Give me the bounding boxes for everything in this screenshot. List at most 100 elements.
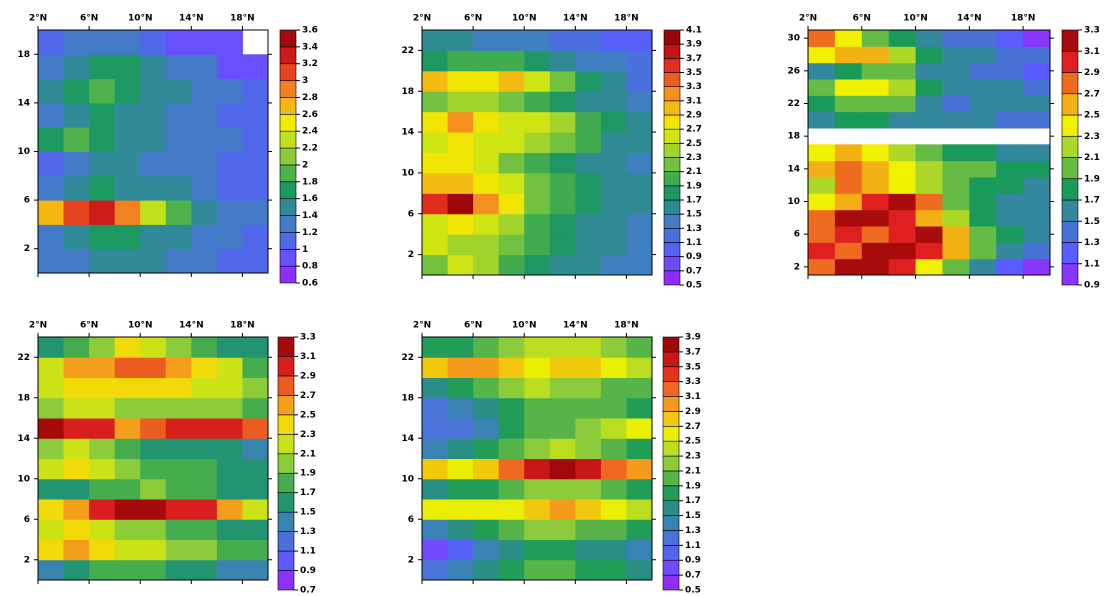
heatmap-cell (969, 160, 997, 178)
heatmap-cell (38, 519, 65, 540)
x-tick-label: 6°N (464, 14, 482, 24)
heatmap-cell (524, 397, 551, 419)
x-tick-label: 10°N (128, 14, 153, 24)
colorbar-box (662, 440, 680, 457)
heatmap-cell (575, 438, 602, 459)
heatmap-cell (600, 213, 627, 235)
plot-frame (807, 29, 1051, 276)
heatmap-cell (575, 357, 602, 378)
heatmap-cell (498, 539, 525, 561)
heatmap-cell (165, 127, 192, 152)
y-tick-label: 2 (24, 555, 30, 565)
heatmap-cell (422, 234, 449, 256)
heatmap-cell (165, 559, 192, 581)
heatmap-cell (89, 519, 116, 540)
heatmap-cell (808, 209, 836, 227)
heatmap-cell (524, 418, 551, 439)
heatmap-cell (447, 254, 474, 276)
colorbar-label: 2.7 (685, 422, 701, 432)
heatmap-cell (165, 78, 192, 104)
colorbar-label: 2.8 (302, 93, 318, 103)
heatmap-cell (575, 478, 602, 500)
colorbar-box (279, 265, 297, 284)
colorbar-label: 0.7 (300, 586, 316, 596)
colorbar-label: 2.3 (1084, 132, 1100, 142)
heatmap-cell (575, 254, 602, 276)
heatmap-cell (63, 499, 90, 520)
colorbar-label: 1.7 (300, 488, 316, 498)
colorbar-label: 0.9 (685, 556, 701, 566)
colorbar-box (662, 515, 680, 531)
heatmap-cell (834, 62, 863, 80)
heatmap-cell (216, 418, 243, 439)
x-tick-label: 14°N (957, 14, 982, 24)
heatmap-cell (600, 377, 627, 399)
heatmap-cell (524, 337, 551, 358)
colorbar-label: 3.7 (685, 347, 701, 357)
heatmap-cell (216, 478, 243, 500)
heatmap-cell (422, 559, 449, 581)
heatmap-cell (861, 242, 890, 260)
colorbar-label: 1.1 (1084, 259, 1100, 269)
heatmap-cell (834, 95, 863, 113)
colorbar-label: 0.7 (685, 571, 701, 581)
colorbar-label: 0.5 (685, 586, 701, 596)
heatmap-cell (38, 499, 65, 520)
heatmap-cell (808, 160, 836, 178)
colorbar-box (663, 242, 681, 257)
heatmap-cell (575, 30, 602, 51)
heatmap-cell (834, 177, 863, 194)
heatmap-cell (216, 54, 243, 80)
heatmap-cell (140, 248, 167, 274)
heatmap-cell (996, 79, 1024, 96)
heatmap-cell (473, 458, 500, 480)
heatmap-cell (942, 95, 970, 113)
heatmap-cell (447, 132, 474, 153)
heatmap-cell (626, 438, 653, 459)
colorbar-label: 1.4 (302, 211, 318, 221)
heatmap-cell (626, 539, 653, 561)
heatmap-cell (575, 499, 602, 520)
heatmap-cell (600, 539, 627, 561)
heatmap-cell (140, 418, 167, 439)
x-tick-label: 18°N (1011, 14, 1036, 24)
heatmap-cell (216, 377, 243, 399)
colorbar-box (663, 185, 681, 201)
colorbar-box (279, 248, 297, 267)
heatmap-cell (1023, 193, 1051, 211)
heatmap-cell (140, 175, 167, 201)
heatmap-cell (861, 144, 890, 162)
heatmap-cell (498, 50, 525, 72)
heatmap-cell (888, 209, 917, 227)
heatmap-cell (242, 54, 269, 80)
heatmap-cell (969, 62, 997, 80)
colorbar-box (279, 46, 297, 65)
colorbar-box (663, 199, 681, 215)
heatmap-cell (216, 78, 243, 104)
heatmap-cell (447, 397, 474, 419)
colorbar-label: 3.3 (1084, 26, 1100, 36)
heatmap-cell (89, 248, 116, 274)
heatmap-cell (63, 78, 90, 104)
colorbar-label: 2.2 (302, 144, 318, 154)
heatmap-cell (808, 193, 836, 211)
heatmap-cell (549, 234, 576, 256)
colorbar-box (1061, 242, 1079, 265)
colorbar-label: 2.6 (302, 110, 318, 120)
heatmap-cell (63, 224, 90, 250)
heatmap-cell (498, 234, 525, 256)
heatmap-cell (600, 458, 627, 480)
heatmap-cell (473, 559, 500, 581)
colorbar-box (277, 511, 295, 532)
colorbar-box (279, 97, 297, 115)
heatmap-cell (626, 193, 653, 215)
heatmap-cell (861, 160, 890, 178)
heatmap-cell (1023, 144, 1051, 162)
heatmap-cell (996, 95, 1024, 113)
colorbar-box (663, 29, 681, 45)
heatmap-cell (114, 248, 141, 274)
x-tick-label: 10°N (903, 14, 928, 24)
heatmap-cell (626, 478, 653, 500)
heatmap-cell (191, 248, 218, 274)
colorbar-label: 1.7 (686, 196, 702, 206)
